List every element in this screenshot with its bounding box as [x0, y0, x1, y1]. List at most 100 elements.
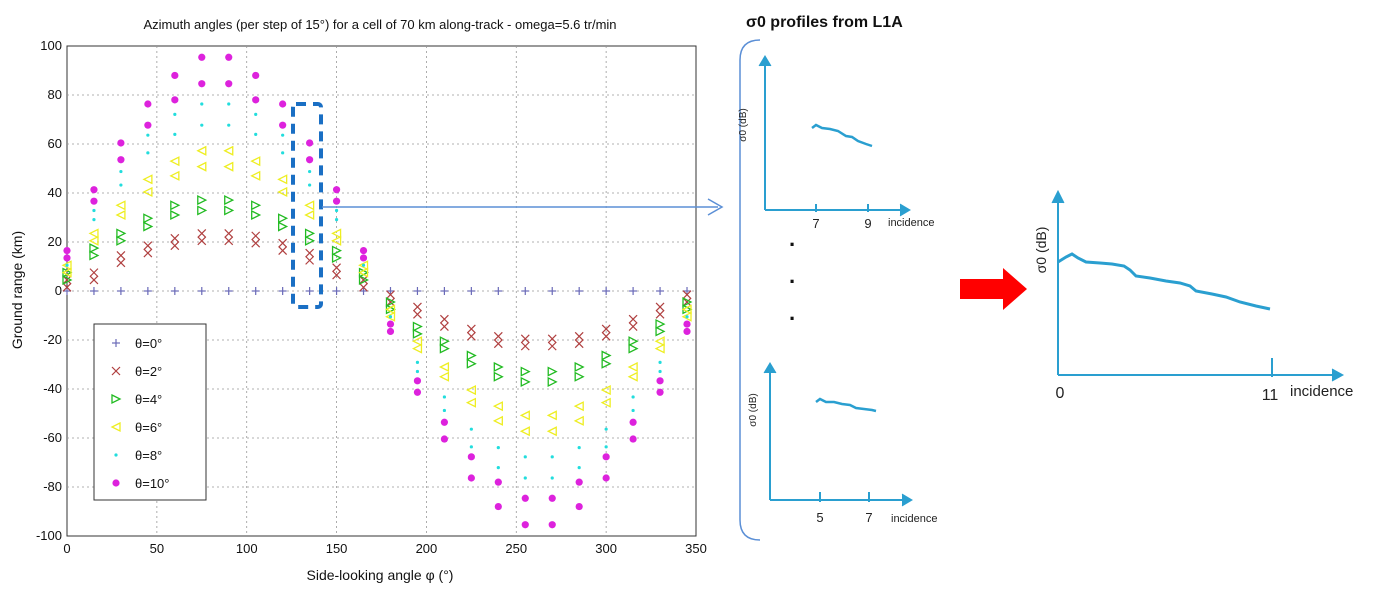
point-theta-2-15: [466, 358, 477, 369]
point-theta-5-16: [494, 478, 502, 486]
point-theta-3-5: [196, 161, 207, 172]
point-theta-3-18: [546, 410, 557, 421]
point-theta-2-9: [304, 228, 316, 239]
point-theta-1-15: [466, 331, 476, 341]
y-tick-label: 60: [48, 136, 62, 151]
point-theta-1-5: [197, 229, 207, 238]
point-theta-5-17: [521, 521, 529, 529]
y-tick-label: 80: [48, 87, 62, 102]
point-theta-1-21: [628, 322, 638, 331]
point-theta-4-18: [550, 476, 554, 480]
legend-label-5: θ=10°: [135, 476, 169, 491]
result-arrow: [960, 268, 1027, 310]
point-theta-4-14: [442, 408, 446, 413]
top-profile-tick-label-9: 9: [864, 216, 871, 231]
point-theta-5-5: [198, 80, 206, 88]
legend-marker-1: [111, 366, 121, 376]
point-theta-1-6: [224, 229, 234, 238]
point-theta-3-20: [600, 384, 611, 396]
point-theta-4-20: [604, 427, 608, 431]
point-theta-1-6: [224, 236, 234, 246]
point-theta-2-4: [170, 209, 181, 221]
point-theta-3-17: [519, 426, 530, 437]
combined-profile-x-label: incidence: [1290, 383, 1353, 400]
point-theta-2-8: [278, 221, 289, 232]
point-theta-4-19: [577, 465, 581, 470]
y-tick-label: -60: [43, 430, 62, 445]
point-theta-0-4: [170, 287, 179, 295]
point-theta-2-4: [170, 200, 181, 211]
point-theta-4-5: [200, 102, 204, 106]
point-theta-2-10: [331, 245, 343, 256]
point-theta-3-2: [115, 209, 126, 221]
point-theta-5-3: [144, 100, 152, 108]
top-profile-y-arrowhead: [758, 55, 772, 67]
point-theta-2-16: [493, 361, 504, 373]
point-theta-5-12: [386, 320, 395, 328]
point-theta-1-11: [359, 282, 368, 292]
point-theta-1-22: [655, 309, 665, 319]
point-theta-3-20: [600, 397, 611, 408]
point-theta-3-9: [304, 209, 315, 221]
data-marks: [61, 53, 693, 529]
point-theta-5-9: [306, 139, 314, 147]
profiles-bracket: [739, 39, 761, 541]
point-theta-2-6: [224, 195, 235, 206]
x-axis-label: Side-looking angle φ (°): [307, 567, 454, 583]
point-theta-4-4: [173, 112, 177, 117]
point-theta-2-7: [251, 209, 262, 221]
point-theta-3-8: [277, 186, 288, 198]
point-theta-4-1: [92, 208, 96, 213]
point-theta-5-4: [171, 71, 179, 80]
point-theta-4-21: [631, 395, 635, 399]
point-theta-0-0: [63, 287, 71, 295]
point-theta-1-0: [62, 282, 72, 292]
point-theta-3-6: [223, 161, 234, 172]
point-theta-5-6: [225, 80, 233, 88]
point-theta-3-22: [654, 336, 665, 347]
point-theta-2-17: [520, 366, 531, 377]
combined-profile-chart: 0 11 incidence σ0 (dB): [1033, 189, 1353, 404]
point-theta-3-4: [169, 170, 180, 181]
legend-box: [93, 323, 207, 501]
point-theta-1-17: [520, 341, 530, 351]
bottom-profile-x-label: incidence: [891, 513, 937, 525]
point-theta-3-7: [250, 156, 261, 167]
y-tick-label: 40: [48, 185, 62, 200]
point-theta-5-17: [521, 494, 529, 502]
point-theta-3-15: [465, 397, 477, 408]
point-theta-1-7: [251, 231, 261, 241]
point-theta-1-20: [601, 331, 611, 341]
point-theta-4-15: [469, 427, 473, 431]
point-theta-3-22: [654, 343, 665, 354]
point-theta-1-2: [116, 258, 126, 268]
point-theta-2-20: [601, 350, 612, 361]
point-theta-0-20: [602, 287, 611, 295]
point-theta-3-10: [331, 228, 342, 239]
ellipsis-dot-2: ·: [789, 269, 796, 294]
legend-label-0: θ=0°: [135, 336, 162, 351]
point-theta-2-18: [547, 376, 558, 387]
point-theta-1-12: [386, 290, 395, 300]
y-tick-label: 0: [55, 283, 62, 298]
point-theta-3-12: [385, 311, 396, 322]
x-tick-label: 100: [236, 541, 258, 556]
point-theta-1-7: [251, 238, 261, 248]
point-theta-4-23: [685, 315, 689, 319]
point-theta-1-13: [413, 309, 422, 319]
point-theta-1-23: [682, 290, 692, 300]
point-theta-4-8: [281, 151, 285, 155]
x-tick-label: 250: [505, 541, 527, 556]
point-theta-2-6: [224, 205, 235, 216]
combined-profile-y-arrowhead: [1051, 189, 1065, 204]
point-theta-3-12: [385, 304, 396, 315]
point-theta-4-13: [415, 360, 420, 364]
point-theta-4-19: [577, 446, 581, 450]
point-theta-5-21: [629, 435, 637, 443]
point-theta-3-14: [438, 361, 450, 373]
point-theta-1-5: [197, 236, 207, 246]
point-theta-1-14: [439, 314, 449, 324]
point-theta-5-21: [629, 418, 637, 426]
point-theta-5-2: [117, 139, 125, 147]
